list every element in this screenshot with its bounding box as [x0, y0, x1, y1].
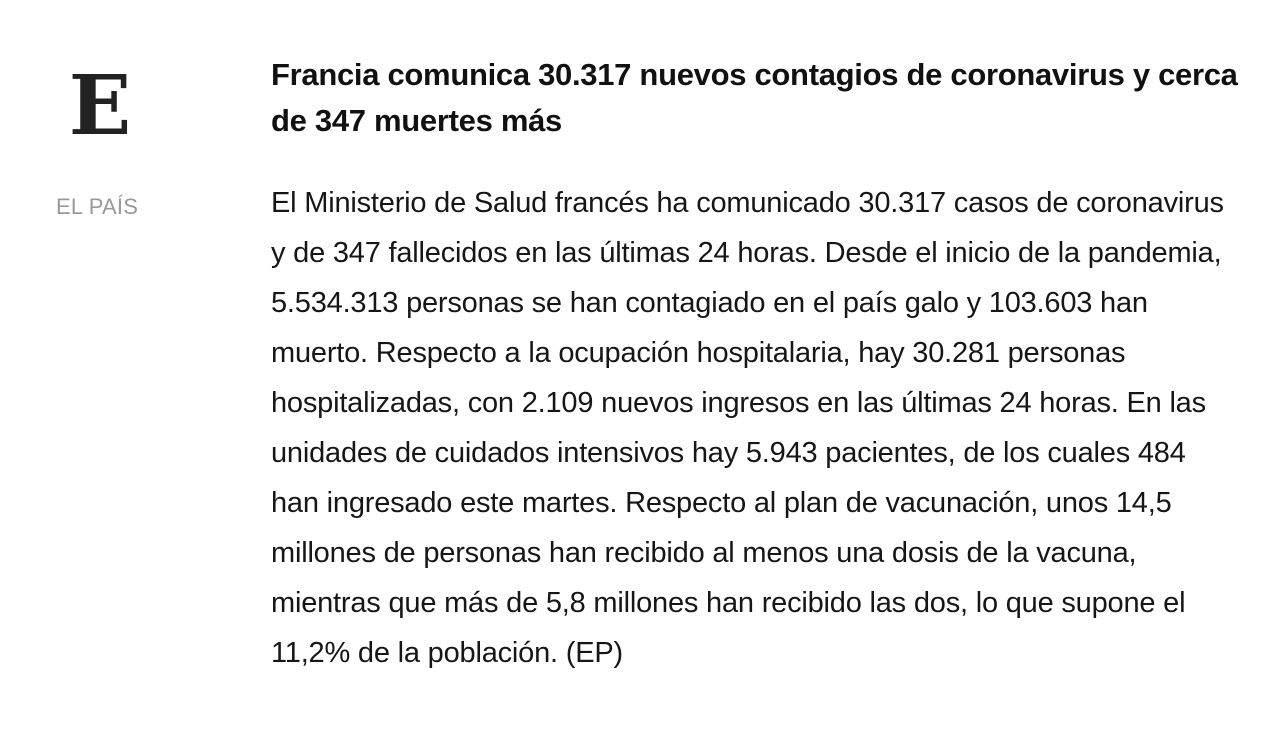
publication-name: EL PAÍS: [56, 194, 139, 219]
article-header: Francia comunica 30.317 nuevos contagios…: [271, 52, 1241, 144]
article-headline: Francia comunica 30.317 nuevos contagios…: [271, 57, 1238, 138]
publication-column: E EL PAÍS: [0, 0, 200, 754]
el-pais-logo: E: [68, 58, 132, 154]
article-body: El Ministerio de Salud francés ha comuni…: [271, 187, 1224, 669]
